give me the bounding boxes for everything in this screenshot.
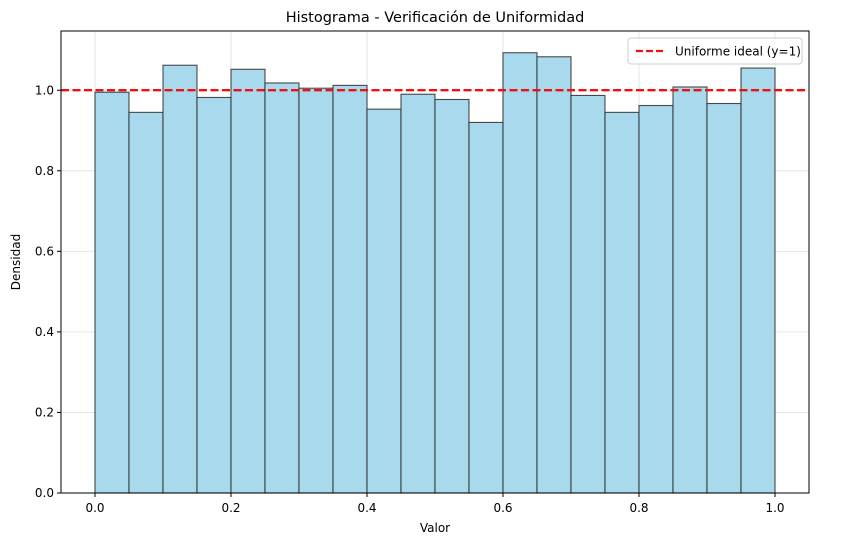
histogram-bar [298,87,334,494]
histogram-bar [230,68,266,494]
histogram-bar [604,111,640,494]
histogram-bar [196,96,232,494]
histogram-bar [400,93,436,494]
ticks: 0.0 0.2 0.4 0.6 0.8 1.0 0.0 0.2 0.4 0.6 0.8 1.0 [35,83,785,515]
chart-title: Histograma - Verificación de Uniformidad [286,10,585,26]
x-tick-label: 0.0 [85,501,104,515]
x-tick-label: 0.2 [221,501,240,515]
x-tick-label: 0.4 [357,501,376,515]
histogram-bar [434,98,470,494]
y-tick-label: 1.0 [35,83,54,97]
x-tick-label: 0.6 [493,501,512,515]
histogram-bar [332,84,368,494]
histogram-bar [570,94,606,494]
histogram-bar [638,104,674,494]
y-tick-label: 0.8 [35,164,54,178]
histogram-bar [740,67,776,494]
histogram-bar [502,52,538,494]
bars [94,52,776,494]
plot-area-frame [60,30,810,494]
histogram-bar [468,121,504,494]
histogram-bar [536,56,572,494]
x-tick-label: 1.0 [765,501,784,515]
histogram-bar [94,91,130,494]
y-tick-label: 0.6 [35,245,54,259]
x-tick-label: 0.8 [629,501,648,515]
legend-label: Uniforme ideal (y=1) [675,45,801,59]
y-tick-label: 0.4 [35,325,54,339]
legend-box [627,37,803,65]
y-tick-label: 0.2 [35,406,54,420]
histogram-bar [672,86,708,494]
x-axis-label: Valor [420,521,450,535]
histogram-bar [162,64,198,494]
histogram-bar [706,102,742,494]
histogram-bar [128,111,164,494]
histogram-bar [366,108,402,494]
y-axis-label: Densidad [9,234,23,290]
histogram-bar [264,82,300,494]
y-tick-label: 0.0 [35,486,54,500]
legend: Uniforme ideal (y=1) [627,37,803,65]
